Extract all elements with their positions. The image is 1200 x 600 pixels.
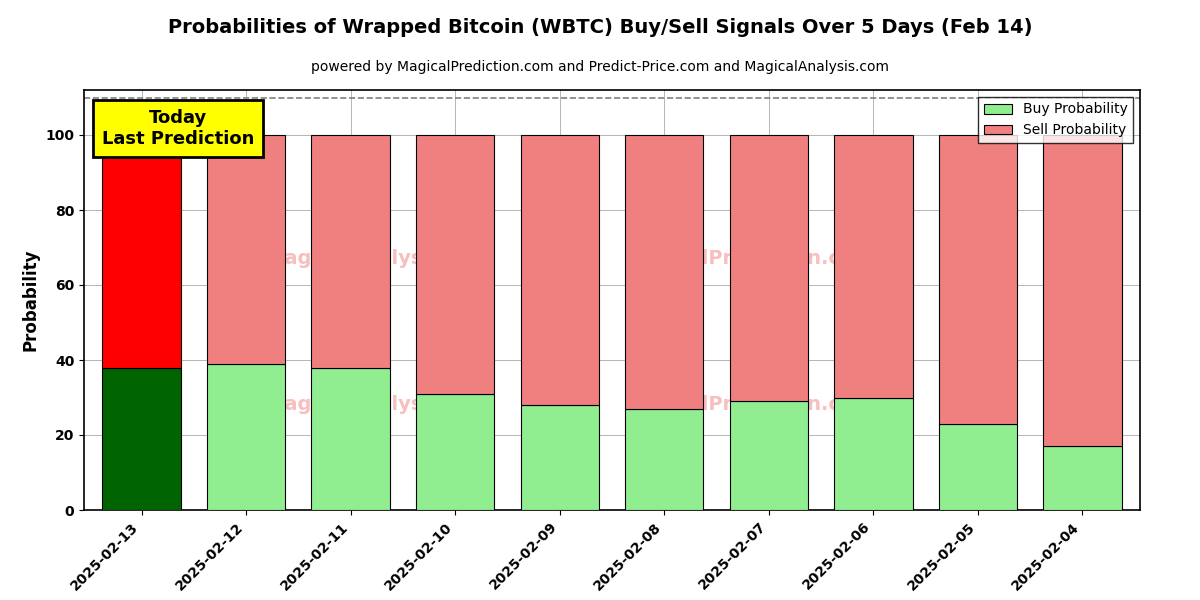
Legend: Buy Probability, Sell Probability: Buy Probability, Sell Probability [978,97,1133,143]
Bar [834,397,912,510]
Bar [834,135,912,397]
Bar [312,367,390,510]
Text: MagicalAnalysis.com: MagicalAnalysis.com [265,395,494,415]
Bar [730,401,808,510]
Bar [625,135,703,409]
Bar [206,135,286,364]
Bar [521,135,599,405]
Bar [102,367,181,510]
Text: MagicalPrediction.com: MagicalPrediction.com [624,248,874,268]
Bar [521,405,599,510]
Text: Probabilities of Wrapped Bitcoin (WBTC) Buy/Sell Signals Over 5 Days (Feb 14): Probabilities of Wrapped Bitcoin (WBTC) … [168,18,1032,37]
Bar [102,135,181,367]
Bar [1043,446,1122,510]
Text: Today
Last Prediction: Today Last Prediction [102,109,254,148]
Bar [625,409,703,510]
Bar [206,364,286,510]
Bar [416,135,494,394]
Y-axis label: Probability: Probability [22,249,40,351]
Bar [938,424,1018,510]
Text: MagicalAnalysis.com: MagicalAnalysis.com [265,248,494,268]
Bar [416,394,494,510]
Bar [312,135,390,367]
Bar [1043,135,1122,446]
Text: MagicalPrediction.com: MagicalPrediction.com [624,395,874,415]
Text: powered by MagicalPrediction.com and Predict-Price.com and MagicalAnalysis.com: powered by MagicalPrediction.com and Pre… [311,60,889,74]
Bar [730,135,808,401]
Bar [938,135,1018,424]
